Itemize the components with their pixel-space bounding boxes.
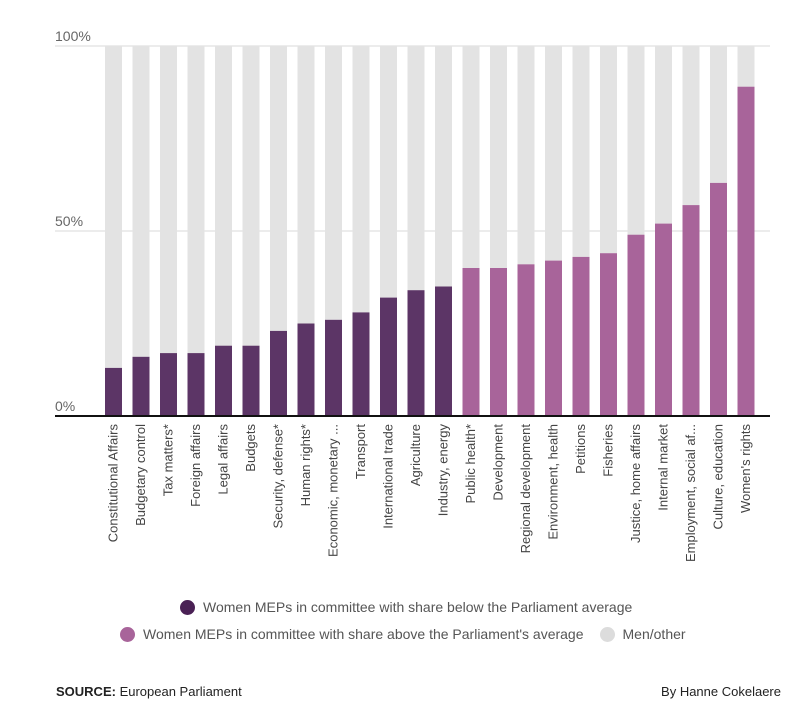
x-tick-label: Internal market — [656, 424, 671, 511]
bar-men-other — [517, 46, 535, 265]
legend-item-below: Women MEPs in committee with share below… — [180, 599, 632, 615]
bar-women — [407, 290, 425, 416]
bar-women — [105, 367, 122, 416]
source-label: SOURCE: — [56, 684, 116, 699]
source-text: European Parliament — [115, 684, 242, 699]
x-tick-label: Regional development — [518, 424, 533, 554]
axes: 0% 50% 100% — [55, 28, 770, 417]
y-tick-label: 100% — [55, 28, 91, 44]
bar-women — [545, 260, 562, 416]
x-tick-label: Justice, home affairs — [628, 424, 643, 543]
bar-men-other — [627, 46, 645, 235]
credit-text: By Hanne Cokelaere — [661, 684, 781, 699]
stacked-bar-chart: 0% 50% 100% Constitutional Affairs Budgetar… — [55, 28, 770, 562]
bar-women — [215, 345, 232, 416]
x-tick-label: International trade — [381, 424, 396, 529]
bar-men-other — [682, 46, 700, 206]
x-tick-label: Employment, social af... — [683, 424, 698, 562]
x-tick-label: Public health* — [463, 424, 478, 504]
legend-label-below: Women MEPs in committee with share below… — [203, 599, 633, 615]
bar-men-other — [462, 46, 480, 268]
legend-swatch-rest — [599, 626, 615, 642]
bar-men-other — [380, 46, 397, 298]
bar-women — [682, 205, 700, 416]
x-tick-label: Budgets — [243, 424, 258, 472]
bar-men-other — [655, 46, 672, 224]
bar-women — [297, 323, 315, 416]
legend-swatch-below — [180, 599, 195, 615]
bar-men-other — [710, 46, 727, 183]
bar-women — [572, 256, 590, 416]
x-tick-label: Foreign affairs — [188, 424, 203, 507]
x-tick-label: Women's rights — [738, 424, 753, 513]
bar-men-other — [572, 46, 590, 257]
bar-women — [737, 86, 755, 416]
x-tick-label: Transport — [353, 424, 368, 480]
x-tick-label: Budgetary control — [133, 424, 148, 526]
x-tick-label: Environment, health — [546, 424, 561, 540]
x-tick-label: Human rights* — [298, 424, 313, 506]
y-tick-label: 50% — [55, 213, 83, 229]
bar-women — [270, 330, 287, 416]
bar-men-other — [325, 46, 342, 320]
bar-women — [517, 264, 535, 416]
bars — [105, 46, 755, 416]
x-tick-label: Agriculture — [408, 424, 423, 486]
bar-men-other — [600, 46, 617, 254]
bar-women — [380, 297, 397, 416]
bar-women — [627, 234, 645, 416]
legend-row-2: Women MEPs in committee with share above… — [120, 626, 686, 642]
bar-men-other — [297, 46, 315, 324]
bar-men-other — [490, 46, 507, 268]
legend-item-above: Women MEPs in committee with share above… — [120, 626, 584, 642]
bar-women — [325, 319, 342, 416]
source-note: SOURCE: European Parliament — [56, 684, 242, 699]
bar-women — [187, 353, 205, 416]
bar-men-other — [407, 46, 425, 291]
bar-men-other — [352, 46, 370, 313]
x-tick-label: Fisheries — [601, 424, 616, 477]
bar-women — [462, 268, 480, 416]
y-tick-label: 0% — [55, 398, 75, 414]
bar-men-other — [132, 46, 150, 357]
legend-label-rest: Men/other — [622, 626, 686, 642]
x-tick-label: Legal affairs — [216, 424, 231, 495]
bar-men-other — [435, 46, 452, 287]
bar-women — [435, 286, 452, 416]
x-tick-label: Petitions — [573, 424, 588, 474]
bar-women — [242, 345, 260, 416]
bar-women — [600, 253, 617, 416]
bar-women — [352, 312, 370, 416]
x-tick-label: Economic, monetary ... — [326, 424, 341, 557]
credit-note: By Hanne Cokelaere — [661, 684, 781, 699]
legend-item-rest: Men/other — [599, 626, 686, 642]
bar-men-other — [215, 46, 232, 346]
x-tick-label: Tax matters* — [161, 424, 176, 496]
bar-women — [655, 223, 672, 416]
bar-men-other — [187, 46, 205, 354]
x-tick-label: Industry, energy — [436, 424, 451, 517]
bar-women — [132, 356, 150, 416]
x-tick-label: Culture, education — [711, 424, 726, 530]
bar-men-other — [545, 46, 562, 261]
category-labels: Constitutional Affairs Budgetary control T… — [106, 424, 754, 562]
x-tick-label: Development — [491, 424, 506, 501]
legend-swatch-above — [120, 626, 135, 642]
bar-women — [710, 182, 727, 416]
bar-women — [490, 268, 507, 416]
x-tick-label: Constitutional Affairs — [106, 424, 121, 543]
bar-men-other — [737, 46, 755, 87]
bar-men-other — [105, 46, 122, 368]
bar-women — [160, 353, 177, 416]
bar-men-other — [160, 46, 177, 354]
legend-row-1: Women MEPs in committee with share below… — [180, 599, 632, 615]
bar-men-other — [270, 46, 287, 331]
legend-label-above: Women MEPs in committee with share above… — [143, 626, 584, 642]
bar-men-other — [242, 46, 260, 346]
x-tick-label: Security, defense* — [271, 424, 286, 529]
